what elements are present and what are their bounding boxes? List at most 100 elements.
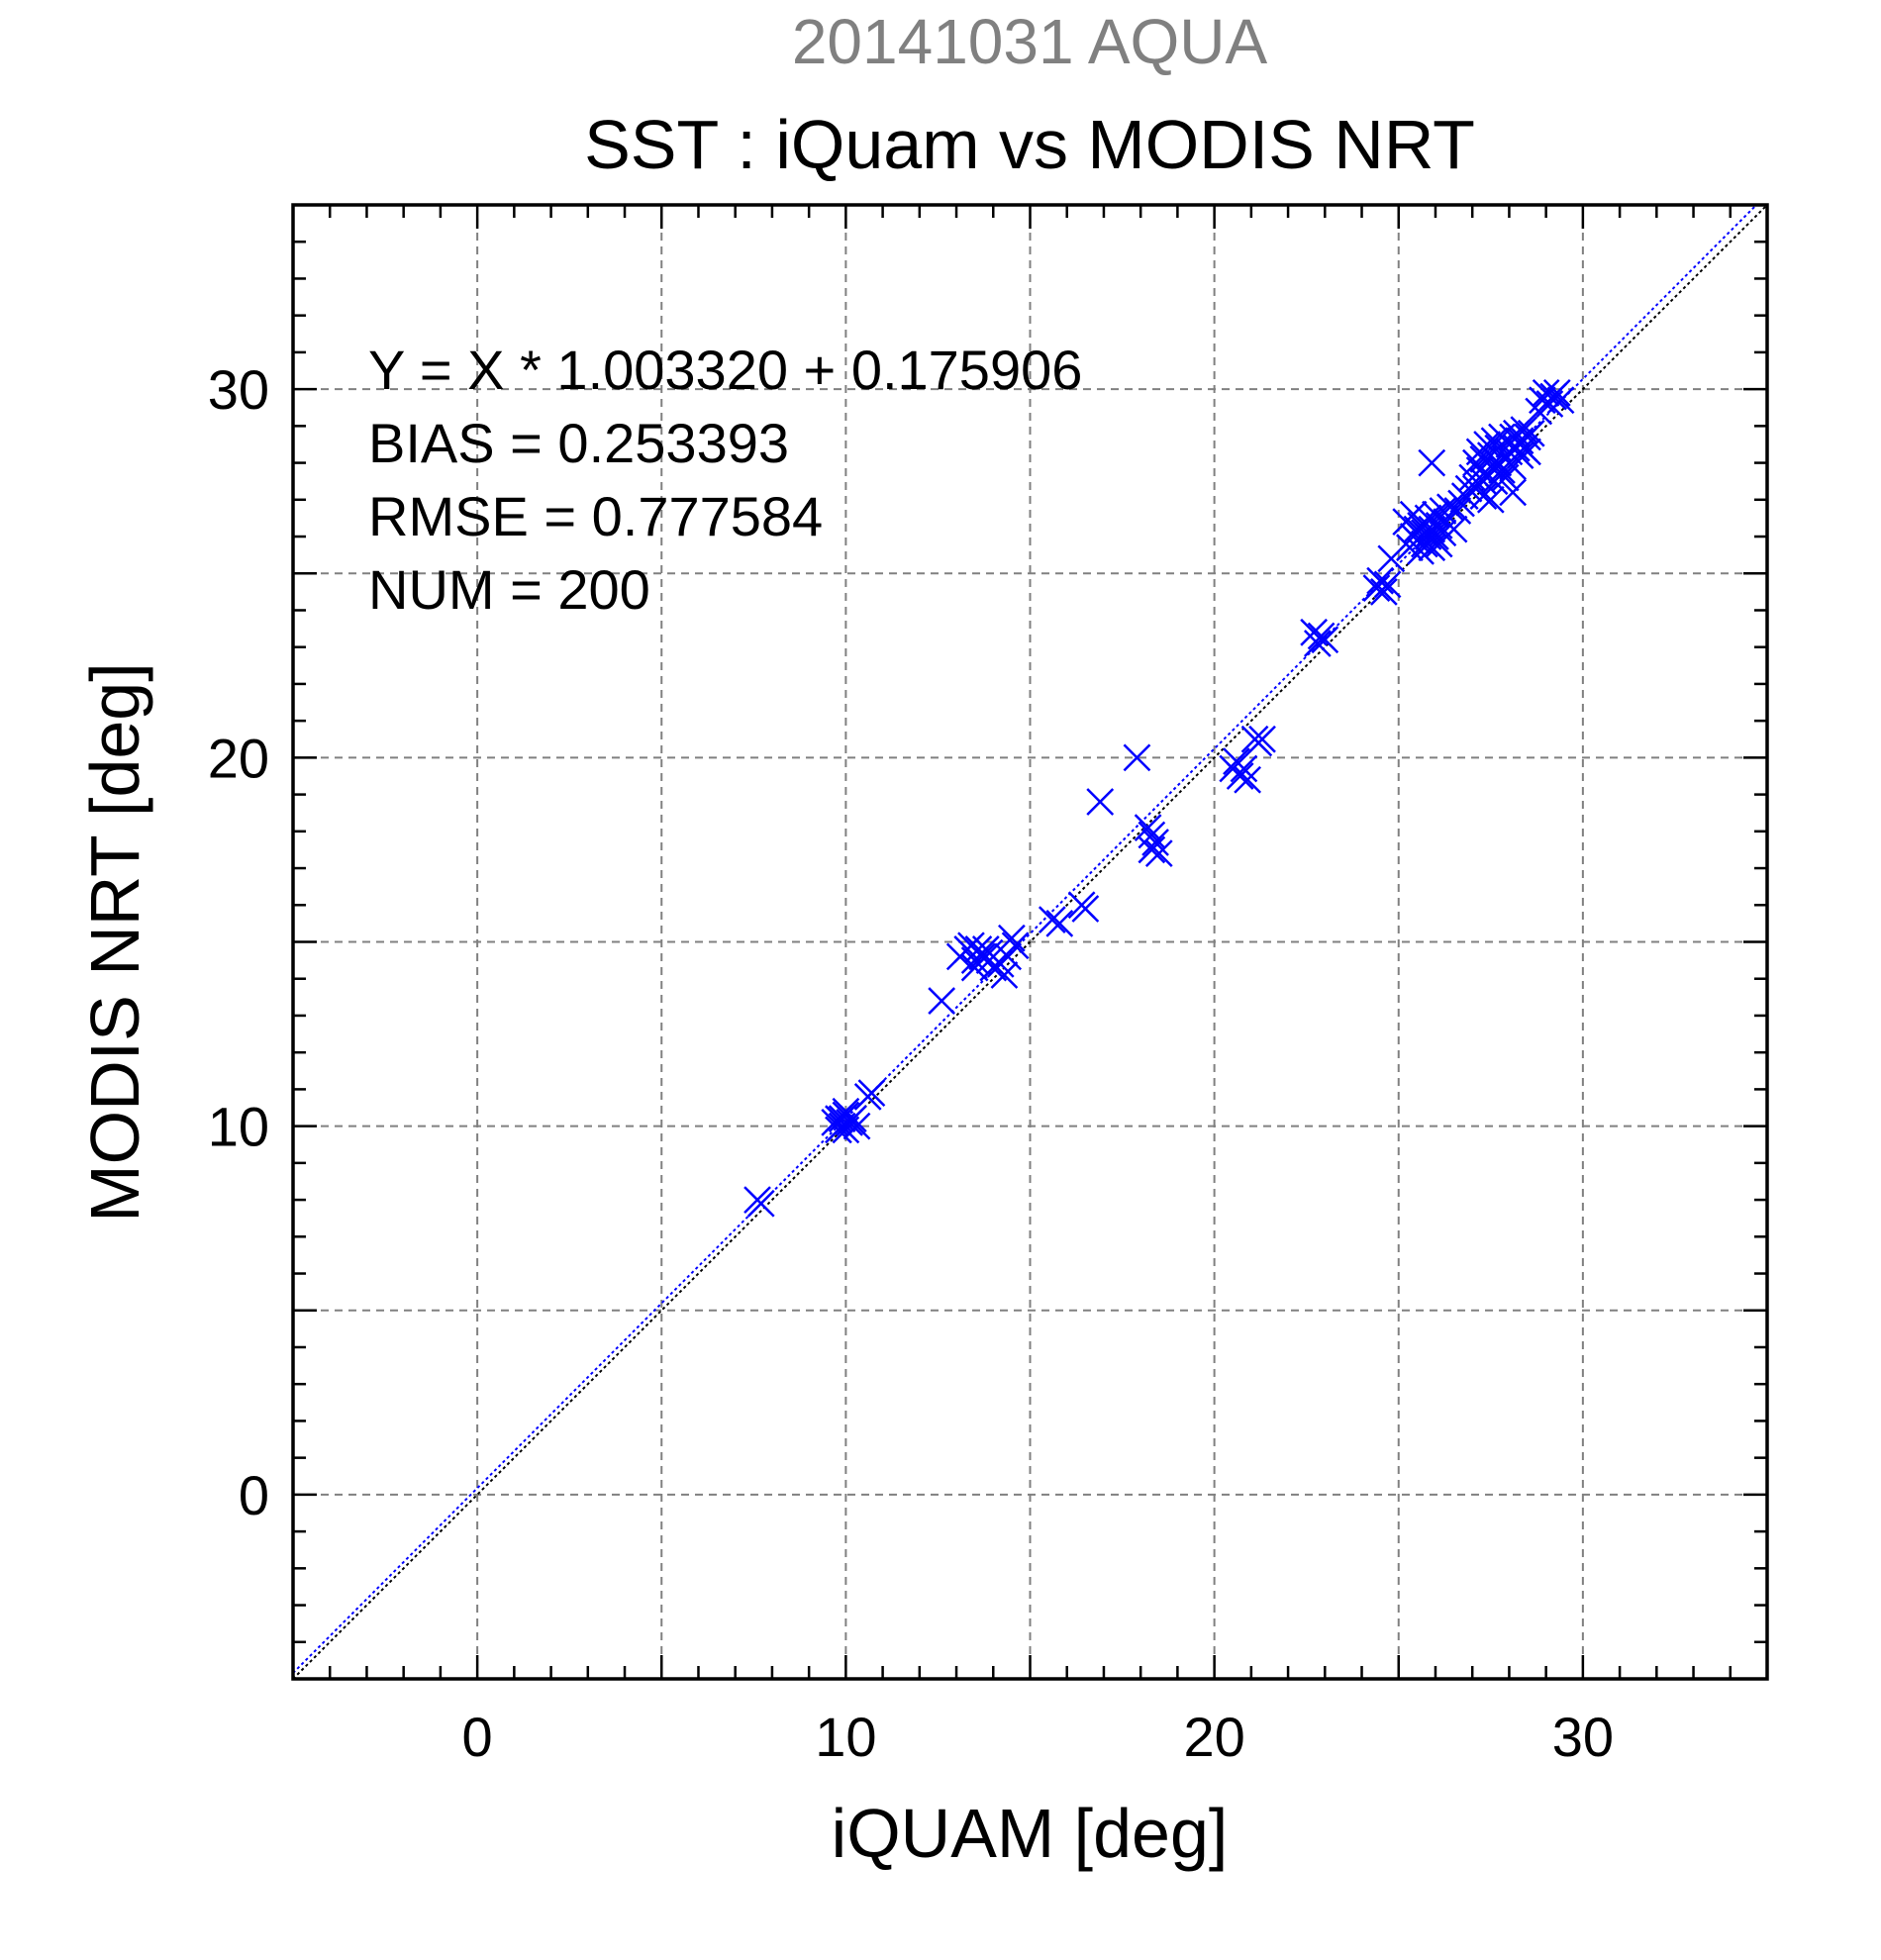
data-point [975,938,1004,967]
data-point-stroke [1311,626,1339,654]
data-point-stroke [1138,821,1166,849]
data-point-stroke [1071,895,1100,923]
data-point-stroke [1134,814,1162,841]
data-point-stroke [1418,448,1446,477]
data-point-stroke [1514,438,1541,466]
data-point-stroke [1045,910,1074,937]
data-point [1542,378,1571,407]
data-point-stroke [842,1112,871,1140]
data-point [1422,523,1449,550]
data-point [1234,765,1262,794]
stats-num: NUM = 200 [368,558,650,621]
data-point-stroke [1144,839,1173,868]
data-point-stroke [1141,829,1169,856]
data-point-stroke [979,953,1008,982]
data-point-stroke [1443,497,1472,525]
data-point [1469,482,1498,510]
data-point [1001,931,1030,960]
plot-frame [291,203,1769,1681]
data-point [1377,544,1406,573]
x-tick-label: 20 [1183,1706,1244,1768]
data-point [1144,839,1173,868]
data-point [1138,821,1166,849]
data-point [1399,500,1428,529]
data-point-stroke [1038,906,1066,934]
data-point-stroke [1369,577,1398,606]
data-point-stroke [1429,497,1457,525]
data-point [828,1105,856,1133]
data-point-stroke [1138,835,1166,864]
data-point [1071,895,1100,923]
data-point-stroke [1300,618,1329,646]
data-point-stroke [746,1189,775,1218]
data-point-stroke [1502,419,1531,447]
data-point [1123,743,1151,772]
y-tick-label: 0 [239,1464,269,1526]
data-point-stroke [1366,566,1395,595]
data-point-stroke [1086,788,1115,816]
x-axis-label: iQUAM [deg] [832,1795,1229,1872]
stats-box: Y = X * 1.003320 + 0.175906 BIAS = 0.253… [368,339,1082,621]
data-point [1488,456,1516,484]
y-tick-label: 30 [208,358,269,421]
data-point-stroke [1123,743,1151,772]
data-point [832,1097,860,1126]
data-point-stroke [828,1105,856,1133]
data-point-stroke [1226,762,1254,790]
data-point-stroke [1422,500,1449,529]
data-point [1369,577,1398,606]
data-point [1366,566,1395,595]
data-point [1502,419,1531,447]
data-point-stroke [1546,386,1575,415]
data-point-stroke [1248,725,1276,753]
data-point [1311,626,1339,654]
data-point [1418,534,1446,562]
data-point [1226,762,1254,790]
data-point-stroke [1373,570,1402,599]
data-point [1134,814,1162,841]
data-point-stroke [1532,378,1560,407]
x-tick-labels: 0 10 20 30 [462,1706,1614,1768]
data-point-stroke [1429,519,1457,547]
data-point [857,1079,886,1108]
data-point [1045,910,1074,937]
data-point-stroke [1399,500,1428,529]
data-point [998,924,1026,952]
data-point [1429,519,1457,547]
data-point [1506,441,1534,470]
data-point [1303,630,1332,657]
data-point-stroke [1001,931,1030,960]
data-point [1141,829,1169,856]
data-point [1514,438,1541,466]
data-point [1038,906,1066,934]
data-point [1476,485,1505,514]
chart-title: SST : iQuam vs MODIS NRT [584,106,1475,183]
data-point [1439,515,1468,543]
data-point-stroke [928,987,956,1015]
data-point-stroke [1469,482,1498,510]
chart-supertitle: 20141031 AQUA [792,6,1268,77]
data-point-stroke [1465,456,1494,484]
data-point [1362,574,1391,603]
data-point [1373,570,1402,599]
data-point [1465,456,1494,484]
data-point [1454,474,1483,503]
data-point-stroke [1480,427,1509,455]
data-point [1499,478,1528,507]
data-point-stroke [975,946,1004,974]
data-point [842,1112,871,1140]
data-point-stroke [1506,441,1534,470]
data-point [1086,788,1115,816]
data-point [1546,386,1575,415]
y-tick-labels: 0 10 20 30 [208,358,269,1526]
data-point-stroke [1476,485,1505,514]
data-point-stroke [975,938,1004,967]
y-tick-label: 20 [208,727,269,789]
data-point [1473,431,1501,458]
data-points [743,378,1575,1218]
data-point-stroke [1454,474,1483,503]
data-point-stroke [1488,456,1516,484]
data-point [1469,467,1498,496]
data-point-stroke [1499,478,1528,507]
